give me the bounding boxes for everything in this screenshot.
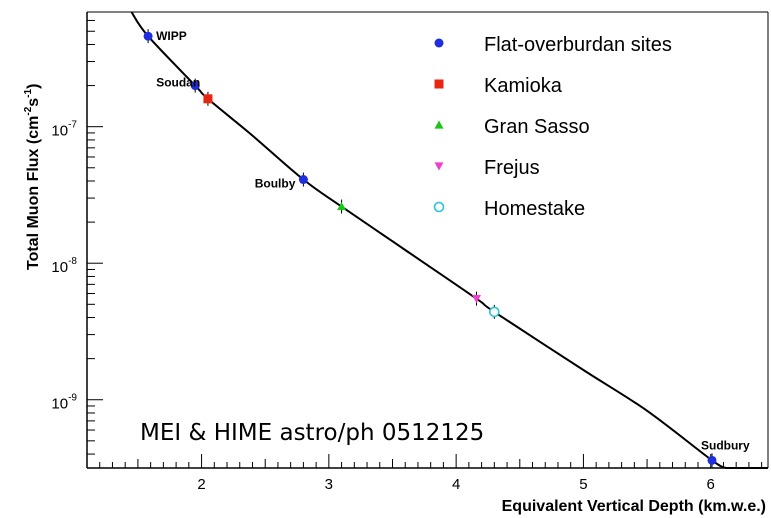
legend-label: Kamioka [484,75,563,97]
data-point [143,31,153,41]
legend-marker [434,79,444,89]
x-tick-label: 6 [707,476,715,493]
legend-marker [433,201,445,213]
fit-curve-line [130,11,768,469]
data-point [190,81,200,91]
data-point [203,94,213,104]
y-tick-base: 10 [51,123,68,140]
x-axis-title: Equivalent Vertical Depth (km.w.e.) [502,498,766,515]
citation-annotation: MEI & HIME astro/ph 0512125 [140,420,484,446]
axis-tick-labels: 2 3 4 5 610-710-810-9 [51,120,714,493]
y-axis-title-sup1: -2 [23,106,34,115]
x-tick-label: 5 [579,476,587,493]
site-labels: WIPP Soudan Boulby Sudbury [156,29,750,452]
site-label: Sudbury [701,438,750,452]
legend-marker [434,38,444,48]
axis-ticks [86,19,763,468]
data-point [298,175,308,185]
y-axis-title-suffix: ) [25,84,42,89]
legend-label: Flat-overburdan sites [484,34,672,56]
data-point [472,295,482,304]
y-tick-exponent: -7 [68,120,77,131]
x-tick-label: 2 [197,476,205,493]
legend-label: Gran Sasso [484,116,590,138]
site-label: Boulby [255,177,296,191]
y-tick-exponent: -9 [68,393,77,404]
y-tick-label: 10-7 [51,120,77,140]
y-tick-base: 10 [51,259,68,276]
legend: Flat-overburdan sites Kamioka Gran Sasso Fr… [433,34,672,220]
data-point [337,202,347,211]
data-point [489,306,500,318]
y-tick-label: 10-9 [51,393,77,413]
legend-marker [434,162,444,171]
data-points [143,29,717,468]
data-point [707,455,717,465]
y-axis-title-sup2: -1 [23,88,34,97]
legend-marker [434,120,444,129]
x-tick-label: 3 [325,476,333,493]
y-tick-exponent: -8 [68,256,77,267]
x-tick-label: 4 [452,476,460,493]
site-label: Soudan [156,76,200,90]
y-axis-title-prefix: Total Muon Flux (cm [25,116,42,270]
y-axis-title-mid: s [25,98,42,107]
y-axis-title: Total Muon Flux (cm-2s-1) [23,84,42,270]
site-label: WIPP [156,29,187,43]
y-tick-base: 10 [51,396,68,413]
y-tick-label: 10-8 [51,256,77,276]
legend-label: Homestake [484,198,585,220]
legend-label: Frejus [484,157,540,179]
